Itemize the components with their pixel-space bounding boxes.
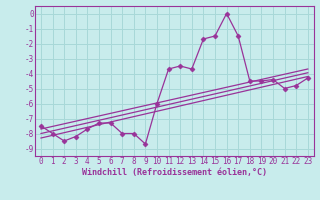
X-axis label: Windchill (Refroidissement éolien,°C): Windchill (Refroidissement éolien,°C) [82,168,267,177]
